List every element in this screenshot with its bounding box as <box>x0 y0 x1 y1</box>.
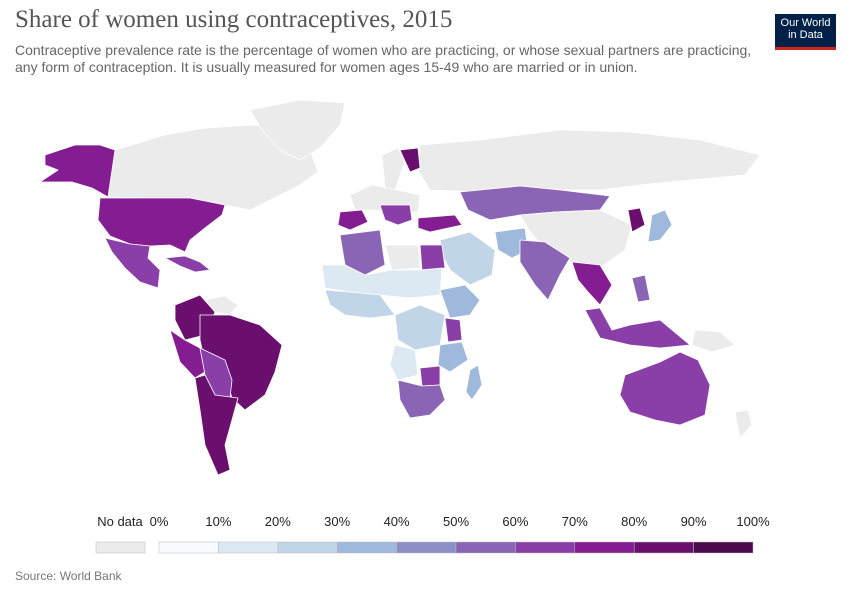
legend-tick-label: 80% <box>621 514 647 529</box>
region-kenya[interactable] <box>444 317 463 343</box>
region-mexico[interactable] <box>104 237 161 289</box>
region-egypt[interactable] <box>419 244 446 271</box>
legend-tick-label: 10% <box>205 514 231 529</box>
chart-title: Share of women using contraceptives, 201… <box>15 6 453 33</box>
region-central-africa[interactable] <box>394 304 446 351</box>
region-finland[interactable] <box>399 147 421 173</box>
region-alaska[interactable] <box>39 144 116 198</box>
region-japan[interactable] <box>647 209 673 243</box>
legend-tick-label: 50% <box>443 514 469 529</box>
legend-bin-swatch[interactable] <box>396 541 457 554</box>
legend-bin-swatch[interactable] <box>574 541 635 554</box>
region-ethiopia-horn[interactable] <box>439 284 481 319</box>
region-caribbean[interactable] <box>164 255 211 273</box>
legend-bin-swatch[interactable] <box>336 541 397 554</box>
region-australia[interactable] <box>619 351 711 426</box>
region-philippines[interactable] <box>631 274 651 303</box>
color-legend: No data 0% 10% 20% 30% 40% 50% 60% 70% 80% 90% 100… <box>95 514 770 554</box>
region-spain[interactable] <box>337 209 369 231</box>
region-middle-east[interactable] <box>439 231 496 286</box>
region-southeast-asia[interactable] <box>571 261 613 306</box>
region-new-zealand[interactable] <box>734 409 753 439</box>
logo-line-1: Our World <box>780 17 831 29</box>
legend-bin-swatch[interactable] <box>633 541 694 554</box>
legend-bin-swatch[interactable] <box>515 541 576 554</box>
legend-no-data-swatch <box>95 541 146 554</box>
region-angola[interactable] <box>389 344 419 381</box>
region-korea[interactable] <box>627 207 646 233</box>
legend-bin-swatch[interactable] <box>158 541 219 554</box>
legend-tick-label: 20% <box>265 514 291 529</box>
legend-bin-swatch[interactable] <box>693 541 754 554</box>
chart-subtitle: Contraceptive prevalence rate is the per… <box>15 42 752 75</box>
region-greenland[interactable] <box>249 99 346 161</box>
legend-tick-label: 100% <box>736 514 770 529</box>
legend-no-data-label: No data <box>97 514 143 529</box>
world-map[interactable] <box>0 80 850 490</box>
logo-line-2: in Data <box>788 29 823 41</box>
region-united-states[interactable] <box>97 197 226 253</box>
legend-bin-swatch[interactable] <box>277 541 338 554</box>
legend-bin-swatch[interactable] <box>455 541 516 554</box>
region-balkans[interactable] <box>379 204 413 226</box>
region-china[interactable] <box>519 209 633 269</box>
region-russia[interactable] <box>417 129 761 193</box>
legend-bin-swatch[interactable] <box>218 541 279 554</box>
legend-tick-label: 60% <box>502 514 528 529</box>
legend-tick-label: 70% <box>562 514 588 529</box>
region-zimbabwe[interactable] <box>419 365 441 387</box>
region-west-africa[interactable] <box>324 289 396 319</box>
region-southern-africa[interactable] <box>397 379 446 419</box>
region-scandinavia[interactable] <box>381 147 406 191</box>
region-india[interactable] <box>519 239 571 301</box>
region-madagascar[interactable] <box>465 364 483 401</box>
region-indonesia[interactable] <box>584 307 691 349</box>
legend-tick-label: 30% <box>324 514 350 529</box>
region-argentina-chile[interactable] <box>194 374 239 476</box>
legend-tick-label: 90% <box>681 514 707 529</box>
region-libya[interactable] <box>384 244 421 271</box>
region-east-africa[interactable] <box>437 341 469 373</box>
region-papua-new-guinea[interactable] <box>691 329 736 353</box>
legend-tick-label: 0% <box>150 514 169 529</box>
region-morocco-algeria[interactable] <box>339 229 386 276</box>
owid-logo[interactable]: Our World in Data <box>775 14 836 50</box>
region-turkey[interactable] <box>417 214 463 233</box>
source-note: Source: World Bank <box>15 569 122 583</box>
legend-tick-label: 40% <box>384 514 410 529</box>
